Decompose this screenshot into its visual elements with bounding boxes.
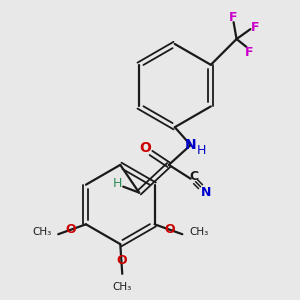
Text: H: H: [112, 177, 122, 190]
Text: CH₃: CH₃: [32, 227, 51, 237]
Text: C: C: [189, 170, 198, 183]
Text: H: H: [197, 145, 206, 158]
Text: N: N: [185, 138, 197, 152]
Text: CH₃: CH₃: [112, 282, 132, 292]
Text: F: F: [245, 46, 254, 59]
Text: O: O: [116, 254, 127, 267]
Text: N: N: [201, 186, 212, 199]
Text: O: O: [139, 141, 151, 155]
Text: O: O: [164, 223, 175, 236]
Text: CH₃: CH₃: [189, 227, 208, 237]
Text: F: F: [229, 11, 238, 24]
Text: O: O: [65, 223, 76, 236]
Text: F: F: [251, 21, 260, 34]
